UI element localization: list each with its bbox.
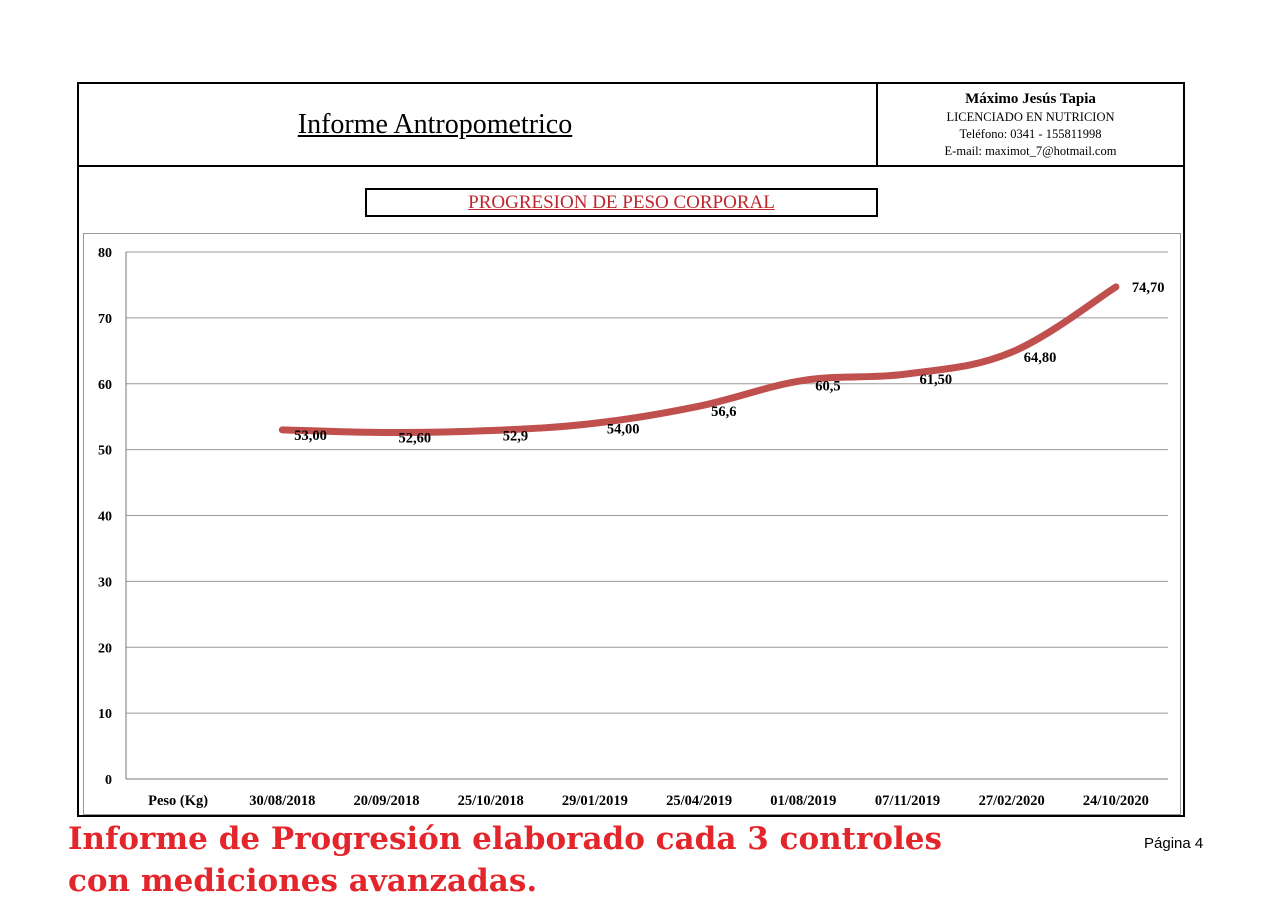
chart-title-box: PROGRESION DE PESO CORPORAL: [365, 188, 878, 217]
x-tick-label: 29/01/2019: [562, 793, 628, 809]
data-label: 60,5: [815, 378, 840, 394]
professional-email: E-mail: maximot_7@hotmail.com: [944, 144, 1117, 158]
x-tick-label: 07/11/2019: [875, 793, 940, 809]
y-tick-label: 40: [98, 510, 112, 525]
report-title: Informe Antropometrico: [297, 108, 573, 140]
x-tick-label: 20/09/2018: [353, 793, 419, 809]
x-tick-label: 30/08/2018: [249, 793, 315, 809]
x-tick-label: 01/08/2019: [770, 793, 836, 809]
data-label: 54,00: [607, 421, 640, 437]
chart-area: 0 10 20 30 40 50 60 70 80 Peso (Kg) 30/08/2018 20/0…: [83, 233, 1181, 815]
professional-phone: Teléfono: 0341 - 155811998: [959, 127, 1102, 141]
report-header: Informe Antropometrico Máximo Jesús Tapi…: [79, 84, 1183, 167]
page-number: Página 4: [1144, 835, 1204, 852]
data-label: 74,70: [1132, 280, 1165, 296]
y-tick-label: 80: [98, 246, 112, 261]
professional-info: Máximo Jesús Tapia LICENCIADO EN NUTRICI…: [878, 84, 1183, 165]
x-tick-label: 24/10/2020: [1083, 793, 1149, 809]
data-label: 52,60: [399, 430, 432, 446]
y-tick-label: 60: [98, 378, 112, 393]
data-label: 64,80: [1024, 350, 1057, 366]
header-title-cell: Informe Antropometrico: [79, 84, 878, 165]
y-tick-label: 10: [98, 707, 112, 722]
y-tick-label: 20: [98, 641, 112, 656]
y-tick-label: 30: [98, 575, 112, 590]
report-frame: Informe Antropometrico Máximo Jesús Tapi…: [77, 82, 1185, 817]
x-tick-label: 25/10/2018: [458, 793, 524, 809]
data-label: 52,9: [503, 429, 528, 445]
x-tick-label: 25/04/2019: [666, 793, 732, 809]
y-tick-label: 0: [105, 773, 112, 788]
data-label: 61,50: [920, 372, 953, 388]
x-tick-label: Peso (Kg): [148, 793, 208, 809]
data-label: 56,6: [711, 404, 736, 420]
data-label: 53,00: [294, 428, 327, 444]
professional-title: LICENCIADO EN NUTRICION: [946, 110, 1115, 124]
y-tick-label: 50: [98, 444, 112, 459]
footer-note: Informe de Progresión elaborado cada 3 c…: [68, 821, 942, 899]
series-line: [278, 283, 1120, 437]
weight-line-chart: 0 10 20 30 40 50 60 70 80 Peso (Kg) 30/08/2018 20/0…: [98, 246, 1168, 809]
x-tick-label: 27/02/2020: [979, 793, 1045, 809]
professional-name: Máximo Jesús Tapia: [965, 91, 1096, 107]
y-tick-label: 70: [98, 312, 112, 327]
chart-title: PROGRESION DE PESO CORPORAL: [468, 191, 775, 213]
